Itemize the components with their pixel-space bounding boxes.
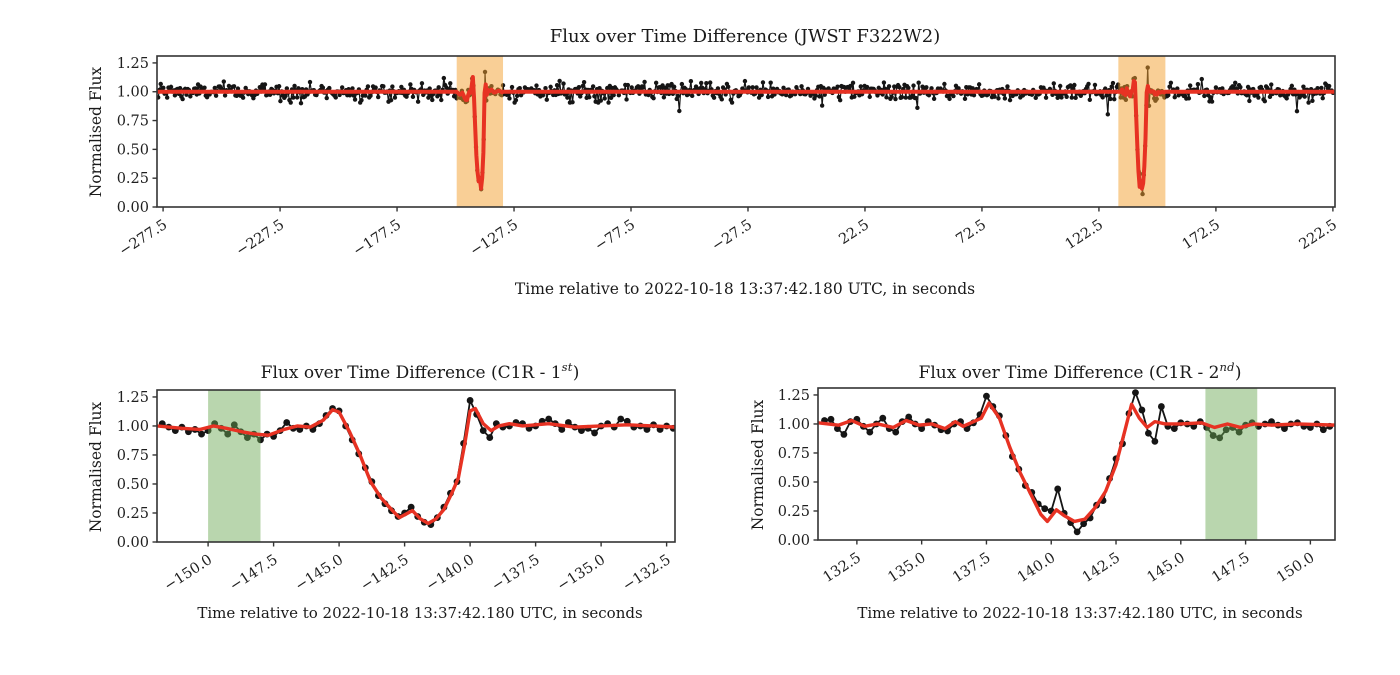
svg-text:0.00: 0.00 — [778, 533, 810, 549]
svg-text:145.0: 145.0 — [1144, 550, 1188, 586]
svg-text:222.5: 222.5 — [1297, 217, 1341, 253]
svg-text:140.0: 140.0 — [1015, 550, 1059, 586]
svg-text:0.75: 0.75 — [117, 448, 149, 464]
plot-area-c1r-first: −150.0 −147.5 −145.0 −142.5 −140.0 −137.5 −135… — [117, 389, 676, 595]
chart-title-c1r-first-suffix: ) — [572, 363, 580, 383]
svg-text:−140.0: −140.0 — [424, 552, 478, 595]
svg-text:72.5: 72.5 — [953, 217, 989, 248]
svg-text:−150.0: −150.0 — [162, 552, 216, 595]
x-axis-label-jwst: Time relative to 2022-10-18 13:37:42.180… — [514, 280, 976, 298]
svg-text:−77.5: −77.5 — [592, 217, 638, 255]
svg-text:0.50: 0.50 — [117, 142, 149, 158]
svg-text:1.00: 1.00 — [778, 417, 810, 433]
svg-text:0.25: 0.25 — [117, 506, 149, 522]
chart-title-c1r-first-sup: st — [561, 360, 573, 374]
svg-text:−147.5: −147.5 — [227, 552, 281, 595]
svg-text:135.0: 135.0 — [885, 550, 929, 586]
svg-text:0.75: 0.75 — [778, 446, 810, 462]
chart-title-c1r-second-text: Flux over Time Difference (C1R - 2 — [918, 363, 1220, 383]
chart-title-jwst-text: Flux over Time Difference (JWST F322W2) — [549, 26, 941, 47]
chart-title-c1r-first-text: Flux over Time Difference (C1R - 1 — [260, 363, 562, 383]
svg-text:142.5: 142.5 — [1080, 550, 1124, 586]
svg-text:1.00: 1.00 — [117, 85, 149, 101]
plot-area-c1r-second: 132.5 135.0 137.5 140.0 142.5 145.0 147.5 150.0… — [778, 387, 1336, 586]
svg-text:150.0: 150.0 — [1274, 550, 1318, 586]
svg-text:−142.5: −142.5 — [358, 552, 412, 595]
y-axis-label-c1r-second: Normalised Flux — [749, 399, 767, 531]
plot-area-jwst: −277.5 −227.5 −177.5 −127.5 −77.5 −27.5 22.5 72… — [117, 55, 1341, 260]
svg-text:0.50: 0.50 — [778, 475, 810, 491]
svg-text:0.50: 0.50 — [117, 477, 149, 493]
svg-text:−227.5: −227.5 — [234, 217, 288, 260]
x-axis-label-c1r-first: Time relative to 2022-10-18 13:37:42.180… — [197, 604, 643, 622]
svg-text:137.5: 137.5 — [950, 550, 994, 586]
chart-title-c1r-second-suffix: ) — [1234, 363, 1242, 383]
svg-text:0.00: 0.00 — [117, 200, 149, 216]
svg-text:0.25: 0.25 — [117, 171, 149, 187]
svg-text:0.75: 0.75 — [117, 114, 149, 130]
svg-text:147.5: 147.5 — [1209, 550, 1253, 586]
svg-text:−127.5: −127.5 — [467, 217, 521, 260]
y-axis-label-jwst: Normalised Flux — [87, 66, 105, 198]
svg-text:−137.5: −137.5 — [489, 552, 543, 595]
svg-text:22.5: 22.5 — [836, 217, 872, 248]
svg-text:1.25: 1.25 — [117, 56, 149, 72]
svg-text:1.00: 1.00 — [117, 419, 149, 435]
svg-text:−135.0: −135.0 — [555, 552, 609, 595]
svg-text:0.00: 0.00 — [117, 535, 149, 551]
svg-text:−27.5: −27.5 — [709, 217, 755, 255]
chart-title-c1r-second-sup: nd — [1219, 360, 1235, 374]
svg-text:1.25: 1.25 — [117, 390, 149, 406]
svg-text:172.5: 172.5 — [1180, 217, 1224, 253]
svg-text:1.25: 1.25 — [778, 388, 810, 404]
chart-title-jwst: Flux over Time Difference (JWST F322W2) — [140, 24, 1350, 47]
svg-text:−145.0: −145.0 — [293, 552, 347, 595]
y-axis-label-c1r-first: Normalised Flux — [87, 401, 105, 533]
svg-text:−277.5: −277.5 — [117, 217, 171, 260]
svg-text:122.5: 122.5 — [1063, 217, 1107, 253]
x-axis-label-c1r-second: Time relative to 2022-10-18 13:37:42.180… — [857, 604, 1303, 622]
svg-text:−177.5: −177.5 — [350, 217, 404, 260]
chart-title-c1r-first: Flux over Time Difference (C1R - 1st) — [140, 360, 700, 383]
svg-text:−132.5: −132.5 — [620, 552, 674, 595]
svg-text:0.25: 0.25 — [778, 504, 810, 520]
chart-title-c1r-second: Flux over Time Difference (C1R - 2nd) — [800, 360, 1360, 383]
svg-text:132.5: 132.5 — [821, 550, 865, 586]
